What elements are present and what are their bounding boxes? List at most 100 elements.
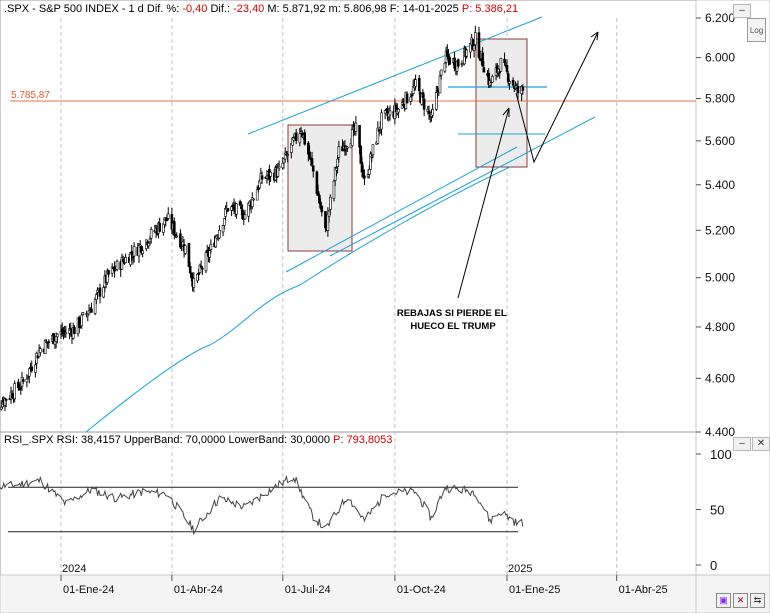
rsi-close-button[interactable]: ✕ [752,437,770,451]
candle [402,98,405,108]
candle [187,242,191,267]
rsi-tick-label: 100 [710,447,732,462]
axis-panel [695,0,770,576]
candle [252,198,255,201]
candle [465,49,469,59]
annotation-line-2: HUECO EL TRUMP [410,321,496,332]
candle [218,225,221,240]
candle [235,203,238,219]
rsi-name: RSI_.SPX [4,434,54,446]
support-trendline[interactable] [329,116,596,257]
time-axis-panel [0,574,697,613]
projection-path[interactable] [515,31,599,164]
candle [260,171,264,184]
candle [329,194,332,216]
candle [511,77,515,87]
candle [222,218,226,230]
x-tick-label: 01-Abr-25 [619,584,668,596]
price-axis: 4.400 4.600 4.800 5.000 5.200 5.400 5.600 5.800… [696,11,735,439]
candle [47,339,51,349]
expand-icon[interactable]: ⇆ [750,593,765,608]
candle [56,333,59,344]
price-label: P: 5.386,21 [461,3,519,15]
july-consolidation-box[interactable] [287,124,353,252]
candle [98,283,102,304]
candle [474,25,477,50]
candle [505,59,509,74]
candle [310,151,314,167]
y-tick-label: 5.200 [705,223,735,237]
drawings-layer [10,16,696,433]
rsi-line [0,474,524,536]
candle [226,207,230,212]
x-tick-label: 01-Ene-25 [509,584,560,596]
candle [166,207,170,221]
y-tick-label: 4.600 [705,371,735,385]
candle [414,74,417,91]
dif-label: Dif.: [210,3,231,15]
year-label: 2025 [508,563,532,575]
candle [198,263,202,274]
candle [359,145,363,164]
candle [132,242,136,263]
min-label: m: 5.806,98 [328,3,387,15]
close-panel-icon[interactable]: ✕ [733,593,748,608]
candle [80,312,84,329]
y-tick-label: 6.000 [705,51,735,65]
rsi-p-value: P: 793,8053 [333,434,393,446]
candle [521,84,525,95]
year-label: 2024 [62,563,86,575]
candle [204,250,208,274]
candle [508,79,511,90]
candle [491,74,494,83]
symbol-label: .SPX - S&P 500 INDEX - 1 d [4,3,144,15]
annotation-text: REBAJAS SI PIERDE EL HUECO EL TRUMP [397,308,509,332]
y-tick-label: 5.000 [705,271,735,285]
candle [64,325,68,338]
minimize-button[interactable]: – [733,4,751,18]
y-tick-label: 4.800 [705,320,735,334]
candle [354,116,358,136]
rsi-tick-label: 0 [710,558,717,573]
rsi-minimize-button[interactable]: – [733,437,751,451]
save-icon[interactable]: ▣ [716,593,731,608]
candle [397,107,400,119]
candle [21,377,25,385]
candle [141,247,144,258]
moving-average-200 [85,166,511,433]
candle [269,170,272,182]
dif-value: -23,40 [233,3,265,15]
time-axis: 01-Ene-24 01-Abr-24 01-Jul-24 01-Oct-24 01-E… [60,563,668,596]
x-tick-label: 01-Abr-24 [174,584,223,596]
candle [81,311,85,316]
candle [73,325,76,335]
lower-channel-line[interactable] [285,146,518,273]
annotation-line-1: REBAJAS SI PIERDE EL [397,308,507,319]
candle [13,380,16,403]
date-label: F: 14-01-2025 [389,3,459,15]
candle [286,151,289,163]
candle [482,60,486,73]
candle [30,360,34,373]
candle [499,57,503,72]
candle [422,93,426,117]
log-scale-button[interactable]: Log [747,18,766,42]
candle [4,398,8,408]
candle [251,192,254,210]
x-tick-label: 01-Oct-24 [397,584,446,596]
candle [332,179,336,202]
rsi-tick-label: 50 [710,503,724,518]
candle [183,245,187,255]
candle [431,103,434,119]
candle [102,285,105,299]
y-tick-label: 4.400 [705,425,735,439]
candle [380,109,383,136]
candle [158,217,162,232]
price-candles [0,25,525,412]
max-label: M: 5.871,92 [267,3,326,15]
candle [311,165,315,178]
upper-channel-line[interactable] [247,16,543,135]
annotation-arrowhead [502,107,510,117]
candle [346,145,349,152]
